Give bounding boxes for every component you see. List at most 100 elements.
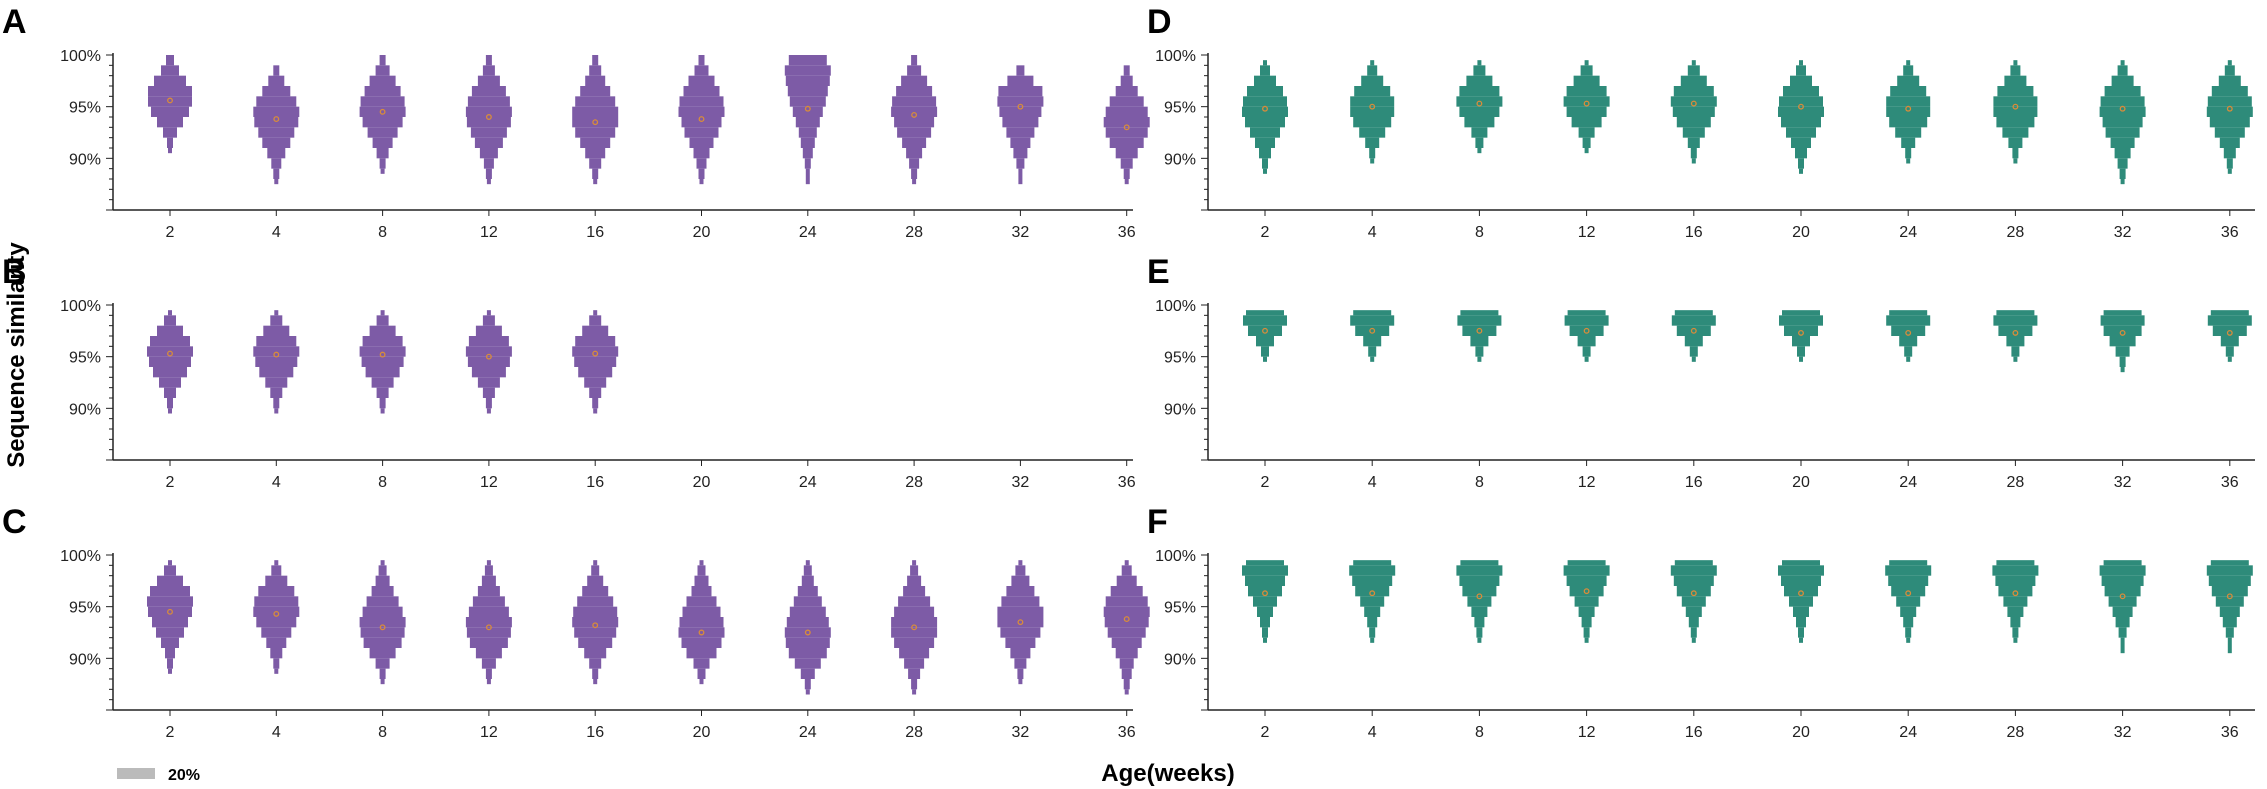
violin-bin (1018, 179, 1023, 185)
violin-bin (1464, 117, 1495, 128)
violin-bin (1906, 158, 1911, 164)
x-tick-label: 32 (1012, 474, 1030, 491)
violin-bin (1109, 96, 1144, 107)
violin-bin (1460, 560, 1499, 566)
violin-bin (2227, 60, 2232, 66)
violin-bin (589, 158, 602, 169)
violin-bin (2206, 106, 2253, 117)
panel-letter: D (1147, 3, 1172, 41)
violin-bin (1584, 356, 1589, 362)
y-tick-label: 100% (60, 548, 101, 565)
violin (1103, 560, 1150, 695)
violin (2207, 310, 2252, 362)
violin (465, 560, 512, 685)
x-tick-label: 16 (586, 224, 604, 241)
violin-bin (1889, 310, 1928, 316)
x-tick-label: 8 (1475, 224, 1484, 241)
violin-bin (784, 627, 831, 638)
violin-bin (1105, 106, 1148, 117)
violin-bin (1896, 596, 1921, 607)
violin-bin (273, 658, 280, 669)
violin-bin (1105, 127, 1148, 138)
violin-bin (574, 356, 617, 367)
median-marker (2012, 590, 2019, 597)
x-tick-label: 36 (2221, 474, 2239, 491)
violin-bin (697, 565, 706, 576)
violin-bin (2109, 336, 2136, 347)
violin-bin (1574, 596, 1599, 607)
violin-bin (2100, 96, 2145, 107)
violin-bin (263, 325, 290, 336)
violin-bin (2099, 565, 2146, 576)
violin-bin (274, 179, 279, 185)
legend-swatch (117, 768, 155, 779)
violin (147, 560, 193, 674)
violin-bin (2227, 168, 2232, 174)
violin-bin (1477, 60, 1482, 66)
violin-bin (574, 627, 617, 638)
x-tick-label: 4 (272, 724, 281, 741)
violin-bin (1798, 158, 1804, 169)
violin-bin (485, 668, 492, 679)
violin-bin (2227, 356, 2232, 362)
violin-bin (379, 668, 386, 679)
panel-e: E90%95%100%2 4 8 12 16 20 24 28 32 36 (1147, 253, 2255, 491)
violin-bin (1011, 575, 1030, 586)
violin-bin (1355, 325, 1390, 336)
violin-bin (255, 356, 298, 367)
violin-bin (156, 627, 184, 638)
violin-bin (1566, 86, 1607, 97)
violin-bin (150, 586, 190, 597)
violin-bin (1248, 325, 1282, 336)
violin-bin (2003, 596, 2028, 607)
x-tick-label: 24 (799, 474, 817, 491)
median-marker (167, 608, 173, 615)
y-tick-label: 95% (69, 600, 101, 617)
violin-bin (1354, 86, 1391, 97)
violin (891, 560, 938, 695)
violin-bin (805, 179, 810, 185)
violin-bin (379, 158, 386, 169)
violin-bin (1691, 356, 1696, 362)
violin-bin (792, 106, 823, 117)
violin-bin (589, 65, 602, 76)
x-tick-label: 20 (693, 474, 711, 491)
violin-bin (2013, 60, 2018, 66)
violin-bin (697, 668, 706, 679)
violin (2099, 560, 2146, 654)
violin-bin (2226, 158, 2233, 169)
violin-bin (584, 648, 607, 659)
violin-bin (2104, 586, 2141, 597)
violin-bin (258, 127, 295, 138)
x-tick-label: 8 (378, 724, 387, 741)
violin-bin (167, 658, 173, 669)
violin-bin (1681, 596, 1706, 607)
median-marker (2226, 105, 2233, 112)
violin-bin (1104, 617, 1149, 628)
violin-bin (1013, 148, 1028, 159)
violin-bin (1688, 617, 1699, 628)
violin-bin (892, 96, 937, 107)
x-tick-label: 20 (1792, 224, 1810, 241)
violin-bin (1798, 627, 1804, 638)
violin-bin (1904, 346, 1913, 357)
violin-bin (166, 55, 174, 66)
violin-bin (380, 310, 385, 316)
x-tick-label: 12 (1578, 724, 1596, 741)
violin-bin (1123, 65, 1130, 76)
violin-bin (271, 158, 282, 169)
violin-bin (1243, 315, 1287, 326)
violin-bin (911, 168, 918, 179)
violin (253, 310, 300, 414)
violin-bin (786, 617, 829, 628)
violin (1670, 560, 1717, 643)
violin-bin (2100, 315, 2145, 326)
median-marker (2012, 329, 2019, 336)
median-marker (804, 629, 811, 636)
violin-bin (1799, 356, 1803, 362)
violin (2100, 310, 2145, 373)
violin-bin (679, 617, 724, 628)
violin-bin (148, 86, 192, 97)
violin-bin (1687, 65, 1700, 76)
violin-bin (1992, 565, 2039, 576)
